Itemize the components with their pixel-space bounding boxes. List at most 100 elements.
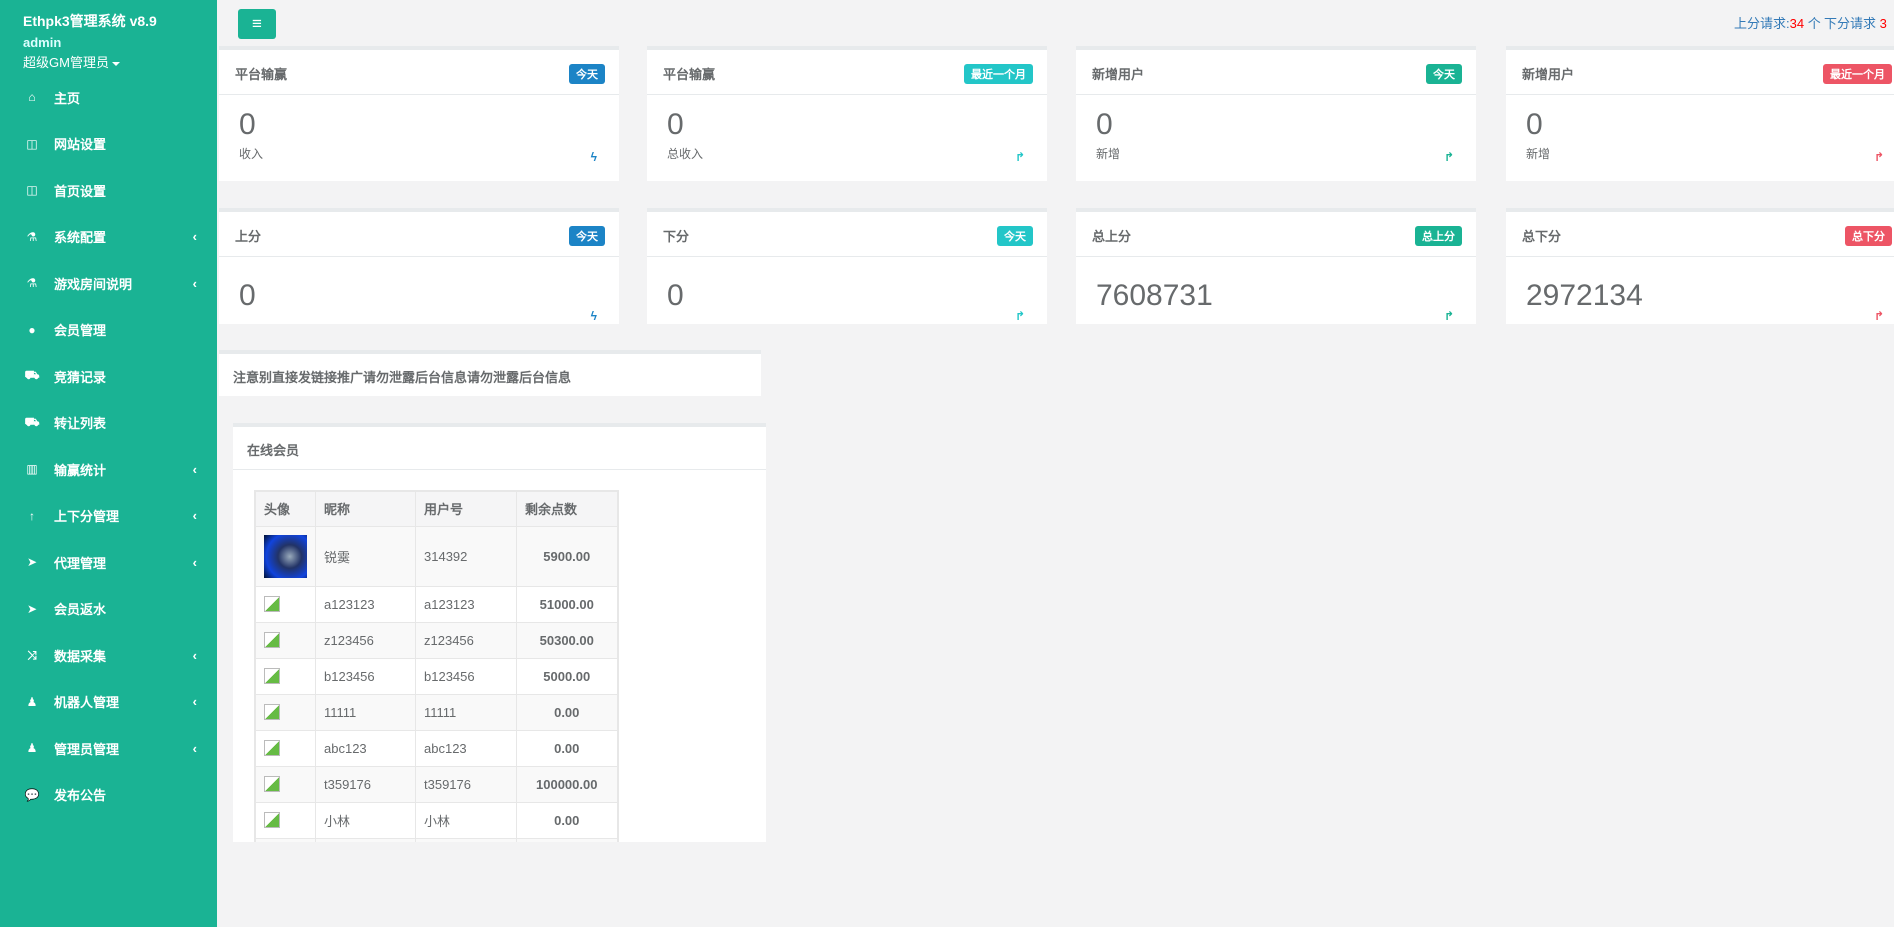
period-badge: 今天	[569, 226, 605, 246]
bars-icon: ≡	[252, 14, 262, 33]
card-title: 总下分	[1522, 229, 1562, 244]
sidebar-item-13[interactable]: ♟ 机器人管理 ‹	[0, 682, 217, 722]
sidebar-item-11[interactable]: ➤ 会员返水	[0, 589, 217, 629]
user-id: 11111	[415, 693, 517, 731]
sidebar-item-3[interactable]: ⚗ 系统配置 ‹	[0, 217, 217, 257]
period-badge: 最近一个月	[1823, 64, 1892, 84]
sidebar-item-0[interactable]: ⌂ 主页	[0, 77, 217, 117]
cab-icon: ⛟	[24, 368, 40, 382]
sidebar-item-10[interactable]: ➤ 代理管理 ‹	[0, 542, 217, 582]
sidebar-item-label: 会员返水	[54, 602, 107, 617]
table-row: a123123 a123123 51000.00	[254, 585, 618, 623]
sidebar-item-8[interactable]: ▥ 输赢统计 ‹	[0, 449, 217, 489]
table-row: b123456 b123456 5000.00	[254, 657, 618, 695]
sidebar-item-label: 上下分管理	[54, 509, 120, 524]
nickname: 小林	[315, 801, 416, 839]
avatar	[264, 534, 307, 578]
card-value: 0	[667, 108, 684, 141]
sidebar-item-label: 机器人管理	[54, 695, 120, 710]
male-icon: ♟	[26, 694, 38, 709]
points: 0.00	[516, 693, 618, 731]
broken-image-icon	[264, 596, 280, 612]
sidebar-item-label: 数据采集	[54, 648, 107, 664]
flask-icon: ⚗	[26, 276, 38, 290]
sidebar-item-label: 首页设置	[54, 183, 107, 199]
comment-icon: 💬	[24, 787, 40, 802]
chevron-left-icon: ‹	[192, 229, 197, 244]
table-row: 小林 小林 0.00	[254, 801, 618, 839]
bolt-icon: ϟ	[590, 150, 597, 164]
user-id	[415, 837, 517, 842]
user-role-dropdown[interactable]: 超级GM管理员	[23, 52, 120, 71]
stat-card: 新增用户 今天 0 新增 ↱	[1076, 46, 1476, 181]
members-table: 头像 昵称 用户号 剩余点数 锐霙 314392 5900.00 a123123 a12…	[254, 490, 619, 842]
stat-card: 总上分 总上分 7608731 ↱	[1076, 208, 1476, 324]
sidebar-item-14[interactable]: ♟ 管理员管理 ‹	[0, 728, 217, 768]
sidebar-item-6[interactable]: ⛟ 竞猜记录	[0, 356, 217, 396]
sidebar-item-4[interactable]: ⚗ 游戏房间说明 ‹	[0, 263, 217, 303]
card-subtitle: 收入	[239, 147, 264, 161]
points: 5900.00	[516, 525, 618, 587]
period-badge: 总下分	[1845, 226, 1892, 246]
broken-image-icon	[264, 776, 280, 792]
sidebar-item-15[interactable]: 💬 发布公告	[0, 775, 217, 815]
user-icon: ●	[28, 322, 36, 337]
online-members-panel: 在线会员 头像 昵称 用户号 剩余点数 锐霙 314392 5900.00 a1231…	[233, 423, 766, 842]
sidebar-item-12[interactable]: ⤨ 数据采集 ‹	[0, 635, 217, 675]
app-title: Ethpk3管理系统 v8.9	[23, 13, 157, 29]
card-value: 0	[239, 108, 256, 141]
nickname: t359176	[315, 765, 416, 803]
col-user-id: 用户号	[415, 490, 517, 527]
sidebar-item-label: 系统配置	[54, 230, 107, 245]
sidebar-item-label: 会员管理	[54, 323, 107, 338]
user-role: 超级GM管理员	[23, 55, 109, 70]
level-up-icon: ↱	[1014, 309, 1025, 323]
level-up-icon: ↱	[1443, 150, 1454, 164]
col-avatar: 头像	[254, 490, 316, 527]
card-subtitle: 新增	[1096, 147, 1121, 161]
level-up-icon: ↱	[1873, 150, 1884, 164]
menu-toggle-button[interactable]: ≡	[238, 9, 276, 39]
sidebar-item-label: 竞猜记录	[54, 369, 107, 385]
user-id: 314392	[415, 525, 517, 587]
down-request-link[interactable]: 下分请求 3	[1824, 13, 1887, 32]
user-name[interactable]: admin	[23, 35, 62, 50]
sidebar-item-label: 输赢统计	[54, 462, 107, 478]
sidebar-item-9[interactable]: ↑ 上下分管理 ‹	[0, 496, 217, 536]
card-title: 下分	[663, 229, 690, 244]
card-subtitle: 总收入	[667, 147, 704, 161]
sidebar-item-2[interactable]: ◫ 首页设置	[0, 170, 217, 210]
col-nickname: 昵称	[315, 490, 416, 527]
sidebar-item-label: 转让列表	[54, 416, 107, 431]
period-badge: 今天	[569, 64, 605, 84]
up-request-unit: 个	[1804, 16, 1821, 31]
paper-plane-icon: ➤	[26, 601, 38, 616]
columns-icon: ◫	[26, 183, 38, 197]
table-row: abc123 abc123 0.00	[254, 729, 618, 767]
sidebar-item-5[interactable]: ● 会员管理	[0, 310, 217, 350]
sidebar-item-7[interactable]: ⛟ 转让列表	[0, 403, 217, 443]
user-id: b123456	[415, 657, 517, 695]
card-title: 上分	[235, 229, 262, 244]
paper-plane-icon: ➤	[26, 555, 38, 569]
flask-icon: ⚗	[26, 229, 38, 244]
sidebar-item-label: 游戏房间说明	[54, 276, 133, 292]
stat-card: 上分 今天 0 ϟ	[219, 208, 619, 324]
stat-card: 平台输赢 今天 0 收入 ϟ	[219, 46, 619, 181]
broken-image-icon	[264, 668, 280, 684]
stat-card: 下分 今天 0 ↱	[647, 208, 1047, 324]
points: 0.00	[516, 729, 618, 767]
nickname: abc123	[315, 729, 416, 767]
period-badge: 最近一个月	[964, 64, 1033, 84]
sidebar-item-label: 网站设置	[54, 137, 107, 152]
period-badge: 总上分	[1415, 226, 1462, 246]
columns-icon: ◫	[26, 136, 38, 151]
points: 51000.00	[516, 585, 618, 623]
caret-down-icon	[111, 61, 120, 66]
up-request-link[interactable]: 上分请求:34 个	[1734, 13, 1821, 32]
nickname: 11111	[315, 693, 416, 731]
chevron-left-icon: ‹	[192, 647, 197, 663]
table-row	[254, 837, 618, 842]
sidebar-item-1[interactable]: ◫ 网站设置	[0, 124, 217, 164]
random-icon: ⤨	[27, 647, 37, 662]
